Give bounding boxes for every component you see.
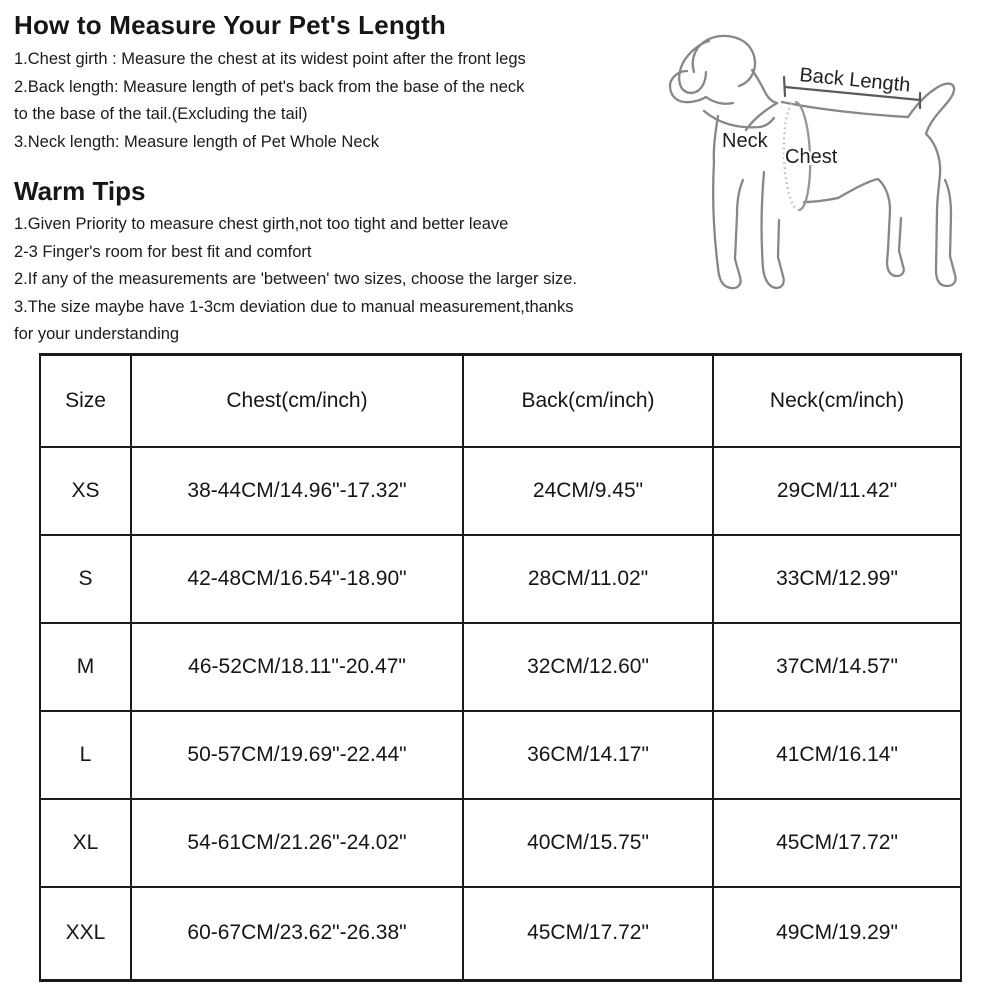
table-row-xxl: XXL 60-67CM/23.62"-26.38" 45CM/17.72" 49…: [39, 886, 962, 981]
chest-cell: 38-44CM/14.96"-17.32": [130, 446, 464, 536]
neck-cell: 41CM/16.14": [712, 710, 962, 800]
size-cell: S: [39, 534, 132, 624]
chest-cell: 46-52CM/18.11"-20.47": [130, 622, 464, 712]
warm-tip-line: for your understanding: [14, 325, 180, 343]
table-header-row: Size Chest(cm/inch) Back(cm/inch) Neck(c…: [39, 353, 962, 448]
chest-cell: 54-61CM/21.26"-24.02": [130, 798, 464, 888]
page-title: How to Measure Your Pet's Length: [14, 10, 447, 40]
back-length-measure-line: [782, 75, 922, 110]
table-row-xs: XS 38-44CM/14.96"-17.32" 24CM/9.45" 29CM…: [39, 446, 962, 536]
neck-cell: 29CM/11.42": [712, 446, 962, 536]
measure-step-line: 2.Back length: Measure length of pet's b…: [14, 77, 525, 96]
dog-measurement-diagram: Back Length Neck Chest: [668, 34, 957, 290]
neck-cell: 45CM/17.72": [712, 798, 962, 888]
warm-tip-line: 1.Given Priority to measure chest girth,…: [14, 215, 509, 233]
back-cell: 24CM/9.45": [462, 446, 714, 536]
neck-cell: 49CM/19.29": [712, 886, 962, 981]
chest-girth-ellipse: [782, 100, 812, 212]
neck-cell: 33CM/12.99": [712, 534, 962, 624]
table-row-l: L 50-57CM/19.69"-22.44" 36CM/14.17" 41CM…: [39, 710, 962, 800]
table-row-xl: XL 54-61CM/21.26"-24.02" 40CM/15.75" 45C…: [39, 798, 962, 888]
size-cell: XS: [39, 446, 132, 536]
chest-cell: 60-67CM/23.62"-26.38": [130, 886, 464, 981]
warm-tip-line: 2.If any of the measurements are 'betwee…: [14, 270, 578, 288]
size-cell: M: [39, 622, 132, 712]
size-cell: L: [39, 710, 132, 800]
size-cell: XXL: [39, 886, 132, 981]
measure-step-line: 1.Chest girth : Measure the chest at its…: [14, 50, 526, 68]
back-cell: 28CM/11.02": [462, 534, 714, 624]
neck-cell: 37CM/14.57": [712, 622, 962, 712]
col-header-neck: Neck(cm/inch): [712, 353, 962, 448]
table-row-s: S 42-48CM/16.54"-18.90" 28CM/11.02" 33CM…: [39, 534, 962, 624]
col-header-chest: Chest(cm/inch): [130, 353, 464, 448]
col-header-back: Back(cm/inch): [462, 353, 714, 448]
dog-outline-drawing: [668, 34, 957, 290]
col-header-size: Size: [39, 353, 132, 448]
warm-tip-line: 2-3 Finger's room for best fit and comfo…: [14, 242, 312, 261]
warm-tips-list: 1.Given Priority to measure chest girth,…: [14, 211, 577, 349]
back-length-label: Back Length: [799, 64, 912, 97]
size-table: Size Chest(cm/inch) Back(cm/inch) Neck(c…: [39, 353, 962, 982]
measure-step-line: 3.Neck length: Measure length of Pet Who…: [14, 132, 380, 151]
chest-cell: 50-57CM/19.69"-22.44": [130, 710, 464, 800]
neck-label: Neck: [722, 130, 769, 152]
measure-steps: 1.Chest girth : Measure the chest at its…: [14, 46, 526, 156]
warm-tip-line: 3.The size maybe have 1-3cm deviation du…: [14, 297, 574, 316]
table-row-m: M 46-52CM/18.11"-20.47" 32CM/12.60" 37CM…: [39, 622, 962, 712]
warm-tips-title: Warm Tips: [14, 176, 146, 206]
back-cell: 40CM/15.75": [462, 798, 714, 888]
size-cell: XL: [39, 798, 132, 888]
size-chart: Size Chest(cm/inch) Back(cm/inch) Neck(c…: [39, 353, 962, 982]
measure-step-line: to the base of the tail.(Excluding the t…: [14, 105, 308, 123]
chest-label: Chest: [785, 146, 838, 168]
back-cell: 45CM/17.72": [462, 886, 714, 981]
back-cell: 32CM/12.60": [462, 622, 714, 712]
back-cell: 36CM/14.17": [462, 710, 714, 800]
chest-cell: 42-48CM/16.54"-18.90": [130, 534, 464, 624]
